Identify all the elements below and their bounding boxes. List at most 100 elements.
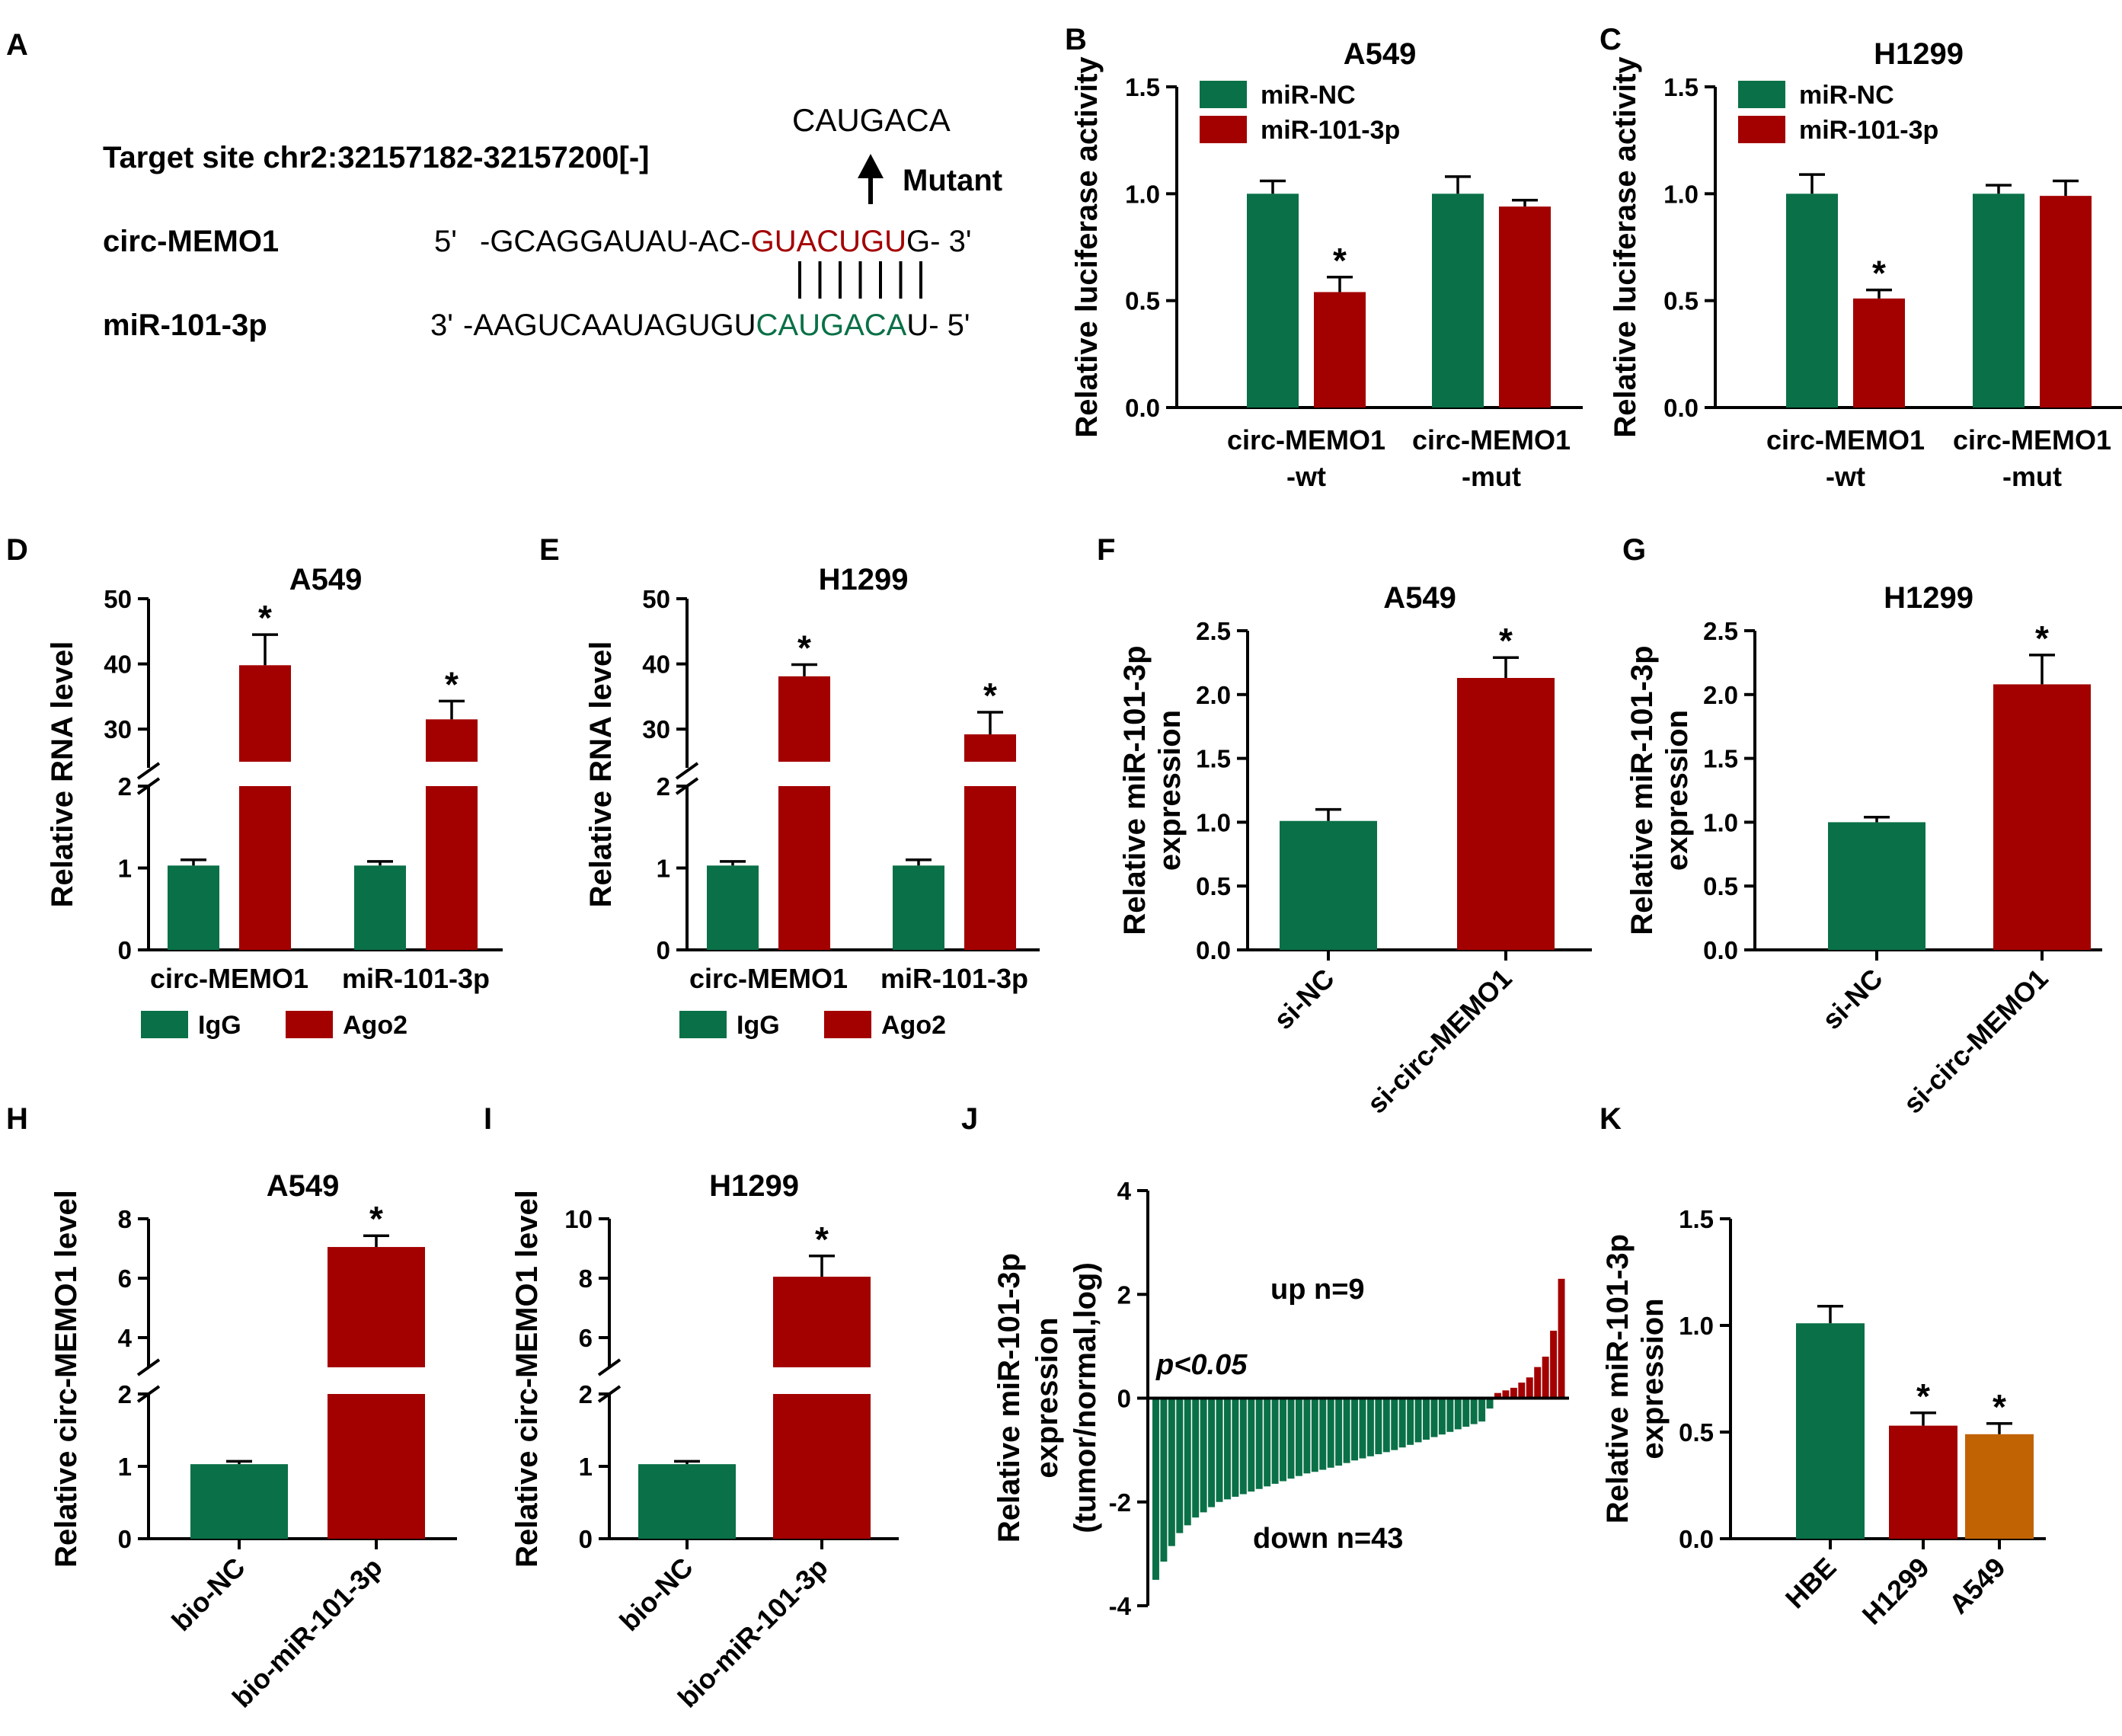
panel-k-cell-lines: K 0.0 0.5 1.0 1.5 Relative miR-101-3pexpressi…: [1599, 1102, 2046, 1631]
panel-i-pulldown-h1299: I 0 1 2 6 8 10 H1299 Relative circ-MEMO1 level bi…: [484, 1102, 899, 1714]
significance-star: *: [797, 628, 811, 667]
bar-IgG: [893, 865, 944, 950]
x-category-label: bio-NC: [165, 1552, 251, 1637]
y-axis-label-line: Relative miR-101-3p: [992, 1253, 1026, 1543]
x-category-label: circ-MEMO1: [1412, 424, 1571, 456]
x-category-label: HBE: [1779, 1552, 1842, 1615]
y-tick-label: 2: [579, 1380, 593, 1408]
bar-bio-NC: [638, 1464, 736, 1539]
significance-star: *: [815, 1220, 829, 1259]
legend-label: miR-101-3p: [1261, 116, 1400, 145]
legend-label: IgG: [198, 1011, 241, 1040]
y-tick-label: 0.0: [1703, 936, 1738, 964]
bar-IgG: [354, 865, 406, 950]
y-tick-label: 1.5: [1679, 1205, 1714, 1233]
bar-miR-NC: [1973, 193, 2025, 408]
y-axis-label-line: expression: [1153, 710, 1187, 871]
y-axis-label: Relative circ-MEMO1 level: [510, 1190, 544, 1568]
panel-e-rip-h1299: E 0 1 2 30 40 50 H1299 Relative RNA level * * circ-…: [539, 533, 1040, 1040]
waterfall-bar: [1494, 1392, 1501, 1399]
x-category-label: circ-MEMO1: [1766, 424, 1925, 456]
waterfall-bar: [1280, 1398, 1287, 1482]
y-axis-label: Relative luciferase activity: [1070, 56, 1104, 438]
y-axis-label-line: (tumor/normal,log): [1069, 1262, 1102, 1533]
waterfall-bar: [1526, 1377, 1533, 1399]
x-category-label: si-NC: [1816, 963, 1888, 1035]
significance-star: *: [445, 664, 459, 704]
legend-swatch-Ago2: [286, 1011, 333, 1038]
mir-101-3p-row-label: miR-101-3p: [103, 309, 267, 342]
waterfall-bar: [1375, 1398, 1382, 1455]
y-tick-label: 0.0: [1125, 394, 1160, 422]
y-axis-label: Relative circ-MEMO1 level: [50, 1190, 83, 1568]
bar-miR-101-3p: [1314, 292, 1366, 408]
waterfall-bar: [1510, 1387, 1517, 1399]
waterfall-bar: [1446, 1398, 1454, 1432]
y-tick-label: 40: [104, 651, 132, 679]
y-tick-label: 30: [104, 715, 132, 743]
legend-swatch-IgG: [679, 1011, 727, 1038]
y-axis-label-line: Relative miR-101-3p: [1118, 645, 1152, 935]
y-tick-label: 1: [118, 855, 132, 883]
mutant-sequence: CAUGACA: [792, 102, 951, 138]
y-tick-label: 0: [118, 936, 132, 964]
y-tick-label: 2: [118, 772, 132, 801]
y-tick-label: 1.5: [1125, 73, 1160, 101]
waterfall-bar: [1391, 1398, 1398, 1450]
panel-label-e: E: [539, 533, 560, 567]
bar-IgG: [168, 865, 219, 950]
x-category-label: si-NC: [1267, 963, 1340, 1035]
y-tick-label: 1: [657, 855, 670, 883]
significance-star: *: [369, 1199, 383, 1239]
y-tick-label: 2.5: [1196, 617, 1231, 645]
waterfall-bar: [1454, 1398, 1462, 1430]
waterfall-bar: [1255, 1398, 1263, 1489]
y-axis-label: Relative miR-101-3pexpression: [1601, 1234, 1670, 1523]
significance-star: *: [258, 598, 272, 638]
y-tick-label: 2: [657, 772, 670, 801]
legend-swatch-IgG: [141, 1011, 188, 1038]
panel-d-rip-a549: D 0 1 2 30 40 50 A549 Relative RNA level * * circ-M…: [6, 533, 503, 1040]
waterfall-bar: [1470, 1398, 1478, 1424]
waterfall-bar: [1518, 1383, 1526, 1399]
chart-title: H1299: [1884, 581, 1973, 615]
waterfall-bar: [1303, 1398, 1311, 1474]
waterfall-bar: [1414, 1398, 1422, 1443]
y-tick-label: 30: [642, 715, 670, 743]
bar-Ago2-lower: [964, 786, 1016, 950]
y-tick-label: 1.0: [1679, 1312, 1714, 1340]
waterfall-bar: [1311, 1398, 1318, 1472]
y-tick-label: 0.0: [1679, 1525, 1714, 1553]
y-axis-label-line: expression: [1660, 710, 1694, 871]
y-tick-label: 0.5: [1125, 287, 1160, 315]
bar-miR-101-3p: [1499, 206, 1551, 408]
bar-miR-NC: [1786, 193, 1838, 408]
chart-title: H1299: [1874, 37, 1964, 71]
legend-swatch-miR-NC: [1200, 81, 1247, 108]
waterfall-bar: [1232, 1398, 1239, 1497]
bar-Ago2-upper: [239, 665, 291, 762]
mutant-label: Mutant: [903, 164, 1002, 197]
axis-break-mark: [136, 762, 161, 780]
panel-label-g: G: [1622, 533, 1646, 567]
chart-title: A549: [267, 1169, 340, 1203]
panel-b-luciferase-a549: B 0.0 0.5 1.0 1.5 A549 Relative luciferase act…: [1065, 23, 1583, 492]
y-tick-label: 4: [118, 1324, 133, 1352]
target-site-label: Target site chr2:32157182-32157200[-]: [103, 141, 649, 174]
panel-label-c: C: [1599, 23, 1622, 56]
legend-label: miR-NC: [1799, 81, 1894, 110]
waterfall-bar: [1398, 1398, 1406, 1448]
bar-bio-miR-101-3p-upper: [328, 1247, 425, 1367]
y-tick-label: 6: [579, 1324, 593, 1352]
y-tick-label: 1.5: [1703, 745, 1738, 773]
y-tick-label: 1: [579, 1453, 593, 1481]
circ-memo1-binding-site: GUACUGU: [751, 225, 906, 258]
panel-label-d: D: [6, 533, 28, 567]
waterfall-bar: [1423, 1398, 1430, 1440]
significance-star: *: [1333, 241, 1347, 280]
x-category-label: bio-NC: [613, 1552, 698, 1637]
waterfall-bar: [1430, 1398, 1438, 1437]
bar-HBE: [1796, 1323, 1865, 1539]
panel-f-mir-expression-a549: F 0.0 0.5 1.0 1.5 2.0 2.5 A549 Relative miR-101-…: [1097, 533, 1592, 1119]
chart-title: A549: [289, 563, 363, 596]
